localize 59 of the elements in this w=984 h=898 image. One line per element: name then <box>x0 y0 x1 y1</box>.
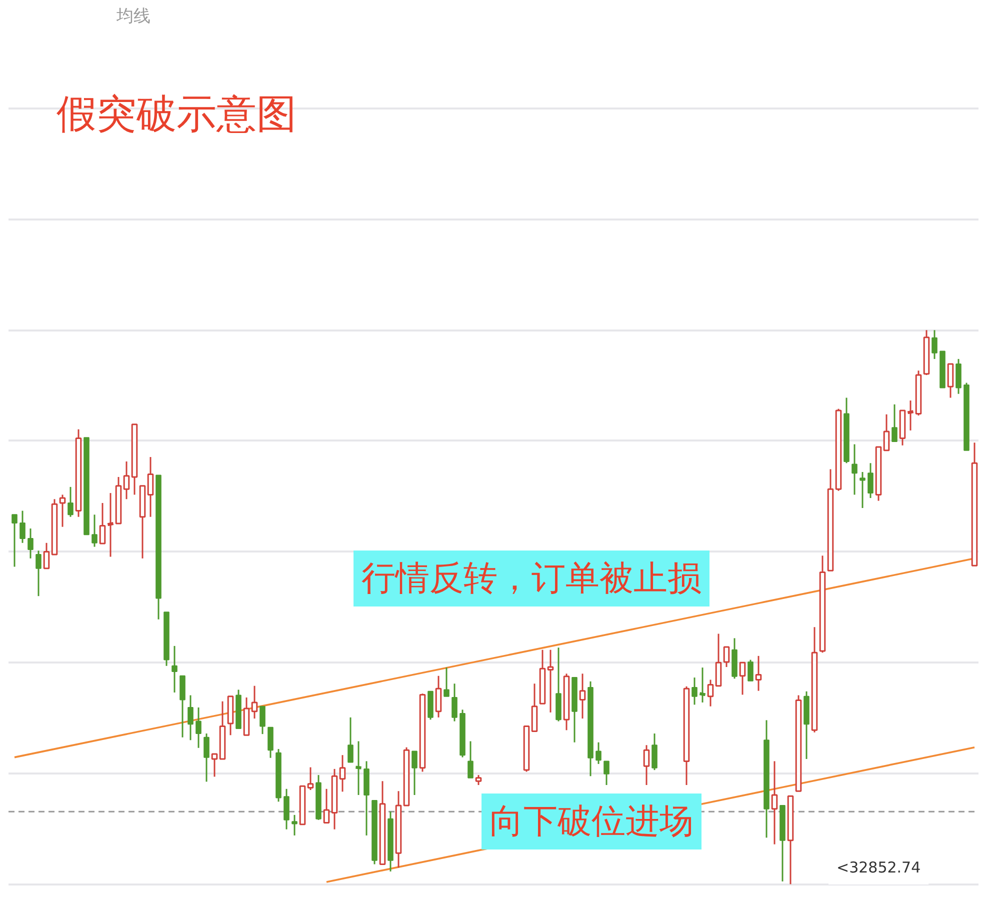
candlestick <box>284 788 290 830</box>
candlestick <box>723 646 730 668</box>
candlestick <box>452 682 458 722</box>
candlestick <box>435 675 442 718</box>
annotation: 行情反转，订单被止损 <box>362 558 702 598</box>
annotation: <32852.74 <box>836 858 921 876</box>
candlestick <box>147 456 154 518</box>
candlestick <box>444 666 450 698</box>
candlestick <box>868 462 874 499</box>
candlestick <box>196 706 202 749</box>
candlestick <box>307 766 314 791</box>
candlestick <box>547 649 554 714</box>
candlestick <box>755 655 762 692</box>
candlestick <box>20 510 26 544</box>
candlestick <box>883 414 890 452</box>
candlestick <box>956 358 962 395</box>
candlestick <box>28 528 34 560</box>
candlestick <box>596 742 602 765</box>
candlestick <box>652 732 658 771</box>
candlestick <box>251 685 258 720</box>
candlestick <box>412 750 418 796</box>
candlestick <box>123 460 130 500</box>
text: 均线 <box>116 6 150 26</box>
candlestick <box>475 774 482 786</box>
candlestick <box>59 494 66 528</box>
candlestick <box>339 754 346 792</box>
candlestick <box>852 444 858 496</box>
candlestick <box>748 659 754 682</box>
candlestick <box>892 404 898 442</box>
candlestick <box>323 788 330 824</box>
candlestick <box>211 753 218 778</box>
candlestick <box>92 514 98 548</box>
candlestick <box>468 740 474 779</box>
candlestick <box>204 732 210 782</box>
candlestick <box>771 760 778 846</box>
annotation: 向下破位进场 <box>490 802 694 842</box>
candlestick <box>707 679 714 708</box>
candlestick <box>12 514 18 568</box>
candlestick <box>36 550 42 597</box>
candlestick <box>932 329 938 360</box>
candlestick <box>579 672 586 720</box>
candlestick <box>860 471 866 509</box>
candlestick <box>260 706 266 735</box>
candlestick <box>99 502 106 544</box>
candlestick <box>643 744 650 786</box>
candlestick <box>692 676 698 706</box>
candlestick <box>268 726 274 759</box>
candlestick <box>604 760 610 786</box>
candlestick <box>947 363 954 398</box>
candlestick <box>348 716 354 764</box>
candlestick <box>68 486 74 518</box>
candlestick <box>292 814 298 836</box>
candlestick <box>43 542 50 570</box>
candlestick <box>180 675 186 738</box>
candlestick <box>172 645 178 694</box>
chart-title: 假突破示意图 <box>56 92 296 138</box>
candlestick <box>739 662 746 696</box>
candlestick <box>715 633 722 687</box>
candlestick <box>188 694 194 741</box>
